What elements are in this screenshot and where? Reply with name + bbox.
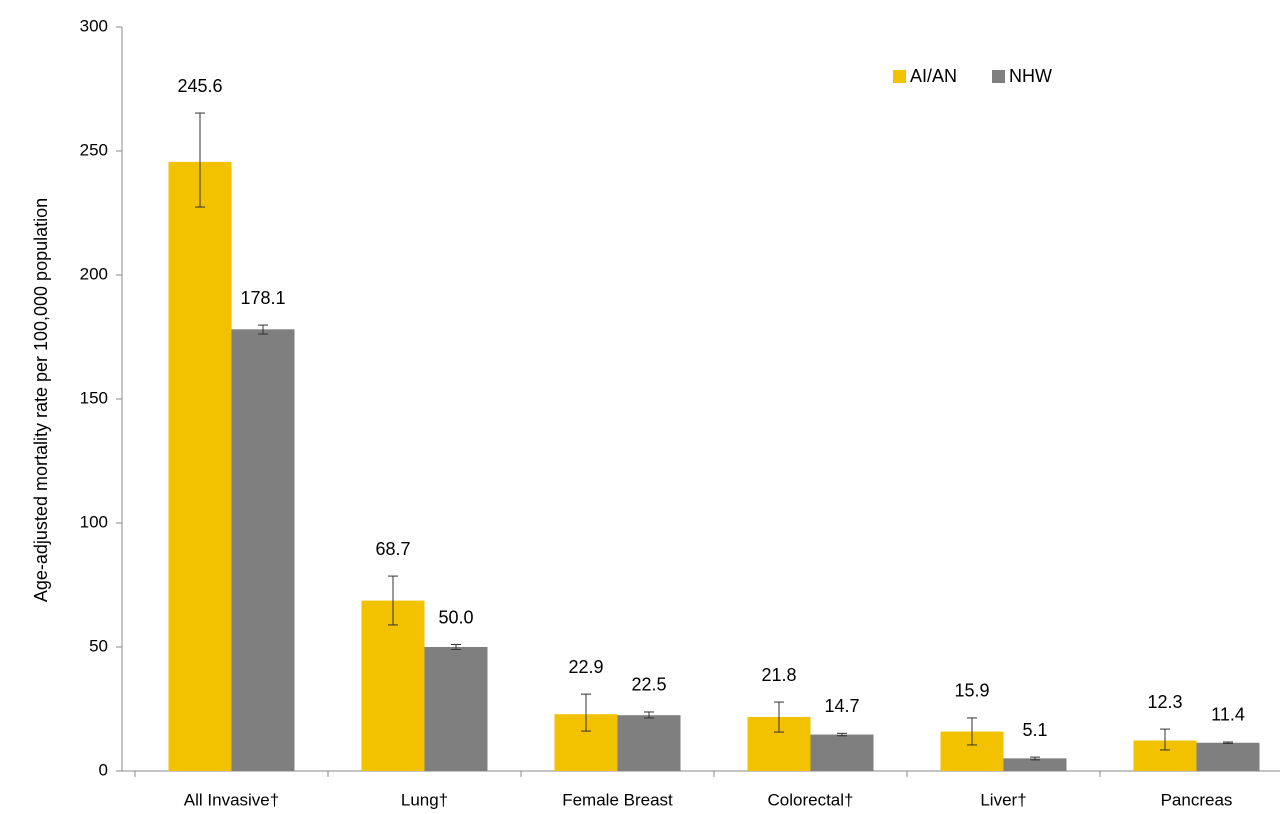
value-label: 68.7 <box>375 539 410 559</box>
x-tick-label: Lung† <box>401 790 448 809</box>
y-axis-title: Age-adjusted mortality rate per 100,000 … <box>31 198 51 602</box>
y-tick-label: 100 <box>80 512 108 531</box>
value-label: 21.8 <box>761 665 796 685</box>
y-tick-label: 0 <box>99 760 108 779</box>
y-tick-label: 300 <box>80 16 108 35</box>
y-tick-label: 150 <box>80 388 108 407</box>
bar <box>810 734 874 771</box>
value-label: 11.4 <box>1211 705 1245 725</box>
value-label: 22.5 <box>631 675 666 695</box>
y-tick-label: 200 <box>80 264 108 283</box>
x-tick-label: All Invasive† <box>184 790 279 809</box>
bar <box>617 715 681 771</box>
value-label: 12.3 <box>1147 692 1182 712</box>
value-label: 50.0 <box>438 607 473 627</box>
value-label: 245.6 <box>177 76 222 96</box>
y-tick-label: 250 <box>80 140 108 159</box>
bar <box>231 329 295 771</box>
bar <box>168 161 232 772</box>
value-label: 5.1 <box>1022 720 1047 740</box>
value-label: 178.1 <box>240 288 285 308</box>
value-label: 22.9 <box>568 657 603 677</box>
x-tick-label: Liver† <box>980 790 1026 809</box>
value-label: 15.9 <box>954 681 989 701</box>
legend-label: NHW <box>1009 66 1052 86</box>
x-tick-label: Pancreas <box>1161 790 1233 809</box>
bar <box>361 600 425 771</box>
x-tick-label: Female Breast <box>562 790 673 809</box>
bar <box>1003 758 1067 771</box>
y-tick-label: 50 <box>89 636 108 655</box>
legend-swatch <box>992 70 1005 83</box>
value-label: 14.7 <box>824 696 859 716</box>
legend-label: AI/AN <box>910 66 957 86</box>
bar <box>424 647 488 771</box>
legend-swatch <box>893 70 906 83</box>
bar <box>1196 742 1260 771</box>
x-tick-label: Colorectal† <box>768 790 854 809</box>
